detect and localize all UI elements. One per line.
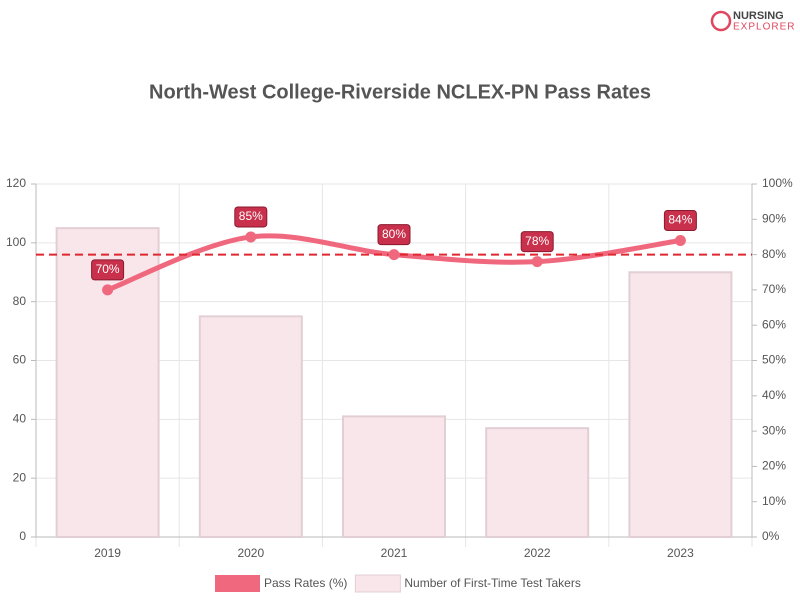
chart-title: North-West College-Riverside NCLEX-PN Pa… xyxy=(149,81,651,103)
y2-tick-label: 30% xyxy=(762,423,786,437)
value-label: 70% xyxy=(96,262,120,276)
value-label: 80% xyxy=(382,227,406,241)
y-tick-label: 120 xyxy=(6,176,26,190)
value-label: 84% xyxy=(668,213,692,227)
bar xyxy=(485,427,590,538)
value-label-box xyxy=(663,209,697,231)
x-tick-label: 2023 xyxy=(667,546,694,560)
y2-tick-label: 10% xyxy=(762,494,786,508)
y2-tick-label: 20% xyxy=(762,459,786,473)
x-tick-label: 2022 xyxy=(524,546,551,560)
x-tick-label: 2021 xyxy=(381,546,408,560)
y-tick-label: 100 xyxy=(6,235,26,249)
legend-swatch xyxy=(354,574,401,593)
y2-tick-label: 70% xyxy=(762,282,786,296)
y2-tick-label: 40% xyxy=(762,388,786,402)
y2-tick-label: 0% xyxy=(762,529,780,543)
y-tick-label: 20 xyxy=(13,470,27,484)
y2-tick-label: 80% xyxy=(762,247,786,261)
value-label: 78% xyxy=(525,234,549,248)
bar xyxy=(342,415,446,538)
y-tick-label: 60 xyxy=(13,353,27,367)
point xyxy=(531,256,543,268)
y2-tick-label: 50% xyxy=(762,353,786,367)
legend-label: Number of First-Time Test Takers xyxy=(404,576,580,590)
bar xyxy=(198,315,303,538)
value-label: 85% xyxy=(239,209,263,223)
point xyxy=(245,231,257,243)
value-label-box xyxy=(520,231,554,253)
bar xyxy=(628,271,733,538)
y2-tick-label: 100% xyxy=(762,176,793,190)
y-tick-label: 80 xyxy=(13,294,27,308)
point xyxy=(674,234,686,246)
legend-label: Pass Rates (%) xyxy=(264,576,347,590)
y2-tick-label: 90% xyxy=(762,211,786,225)
point xyxy=(388,249,400,261)
y-tick-label: 0 xyxy=(19,529,26,543)
logo-icon xyxy=(710,10,732,32)
x-tick-label: 2020 xyxy=(237,546,264,560)
value-label-box xyxy=(91,259,125,281)
logo-text: EXPLORER xyxy=(733,22,795,33)
value-label-box xyxy=(377,224,411,246)
value-label-box xyxy=(234,206,268,228)
legend-swatch xyxy=(215,575,260,592)
point xyxy=(102,284,114,296)
logo-text: NURSING xyxy=(733,10,784,22)
y-tick-label: 40 xyxy=(13,412,27,426)
y2-tick-label: 60% xyxy=(762,317,786,331)
x-tick-label: 2019 xyxy=(94,546,121,560)
